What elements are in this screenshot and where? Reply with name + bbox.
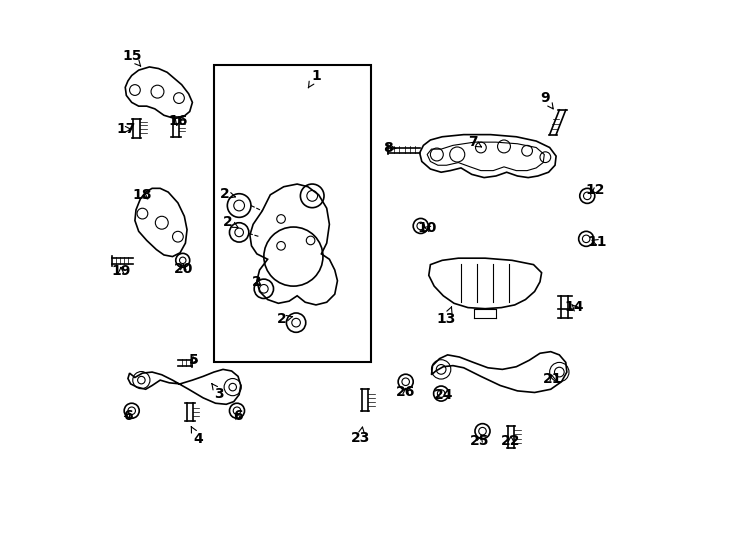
Text: 10: 10 [418, 221, 437, 235]
Bar [214, 65, 371, 362]
Text: 23: 23 [351, 427, 370, 444]
Text: 9: 9 [540, 91, 553, 109]
Text: 24: 24 [434, 388, 453, 402]
Text: 8: 8 [384, 140, 396, 154]
Text: 13: 13 [437, 307, 457, 326]
Text: 14: 14 [564, 300, 584, 314]
Text: 1: 1 [308, 69, 321, 88]
Text: 19: 19 [112, 264, 131, 278]
Text: 2: 2 [277, 313, 293, 326]
Text: 7: 7 [468, 135, 482, 149]
Text: 17: 17 [117, 122, 136, 136]
Text: 12: 12 [586, 184, 605, 198]
Text: 15: 15 [122, 49, 142, 66]
Text: 2: 2 [222, 215, 238, 228]
Text: 21: 21 [542, 372, 562, 386]
Text: 26: 26 [396, 386, 415, 400]
Text: 20: 20 [173, 262, 193, 276]
Text: 11: 11 [587, 235, 607, 249]
Text: 18: 18 [133, 188, 152, 202]
Text: 6: 6 [233, 409, 243, 423]
Text: 25: 25 [470, 434, 490, 448]
Text: 6: 6 [123, 409, 133, 423]
Text: 2: 2 [219, 187, 236, 201]
Text: 22: 22 [501, 434, 520, 448]
Text: 2: 2 [252, 275, 262, 289]
Text: 16: 16 [168, 113, 188, 127]
Text: 3: 3 [211, 383, 224, 401]
Text: 5: 5 [189, 353, 199, 367]
Text: 4: 4 [192, 427, 203, 446]
